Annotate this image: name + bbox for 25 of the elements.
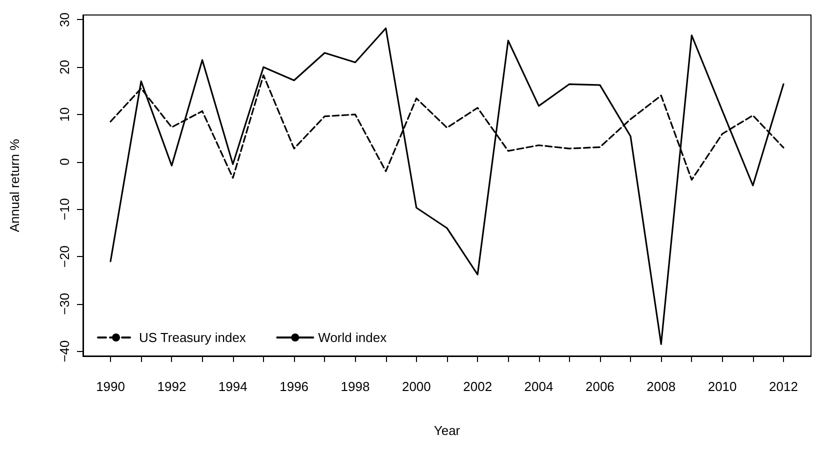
y-tick-label: 30 xyxy=(57,12,72,27)
x-tick-label: 1992 xyxy=(157,379,186,394)
x-axis-title: Year xyxy=(434,423,461,438)
y-tick-label: −10 xyxy=(57,198,72,220)
x-tick-label: 2000 xyxy=(402,379,431,394)
x-tick-label: 2010 xyxy=(708,379,737,394)
y-tick-label: 10 xyxy=(57,107,72,122)
y-tick-label: −20 xyxy=(57,246,72,268)
x-tick-label: 2002 xyxy=(463,379,492,394)
y-axis-title: Annual return % xyxy=(7,138,22,232)
x-tick-label: 1998 xyxy=(340,379,370,394)
legend-label: World index xyxy=(318,330,388,345)
x-tick-label: 2008 xyxy=(646,379,676,394)
x-tick-label: 2004 xyxy=(524,379,554,394)
x-tick-label: 1990 xyxy=(96,379,125,394)
y-tick-label: −40 xyxy=(57,340,72,362)
y-tick-label: 0 xyxy=(57,158,72,166)
x-tick-label: 1994 xyxy=(218,379,248,394)
legend-label: US Treasury index xyxy=(139,330,246,345)
y-tick-label: −30 xyxy=(57,292,72,315)
x-tick-label: 2006 xyxy=(585,379,614,394)
y-tick-label: 20 xyxy=(57,60,72,74)
line-series xyxy=(110,27,784,345)
x-tick-label: 1996 xyxy=(280,379,309,394)
x-tick-label: 2012 xyxy=(769,379,798,394)
